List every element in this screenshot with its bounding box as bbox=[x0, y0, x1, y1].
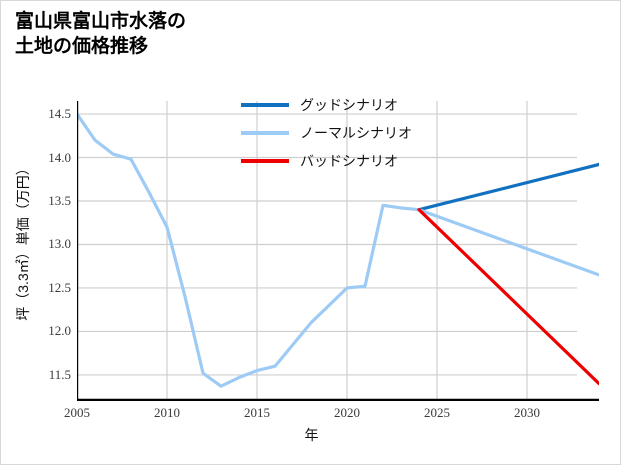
legend-color-swatch bbox=[241, 159, 289, 163]
y-axis-title: 坪（3.3㎡）単価（万円） bbox=[15, 161, 31, 321]
series-line bbox=[77, 112, 599, 388]
x-tick-label: 2025 bbox=[424, 405, 450, 420]
x-tick-label: 2030 bbox=[514, 405, 540, 420]
y-axis-tick-labels: 11.5 12.0 12.5 13.0 13.5 14.0 14.5 bbox=[31, 101, 71, 401]
legend-item-label: ノーマルシナリオ bbox=[300, 125, 412, 141]
series-line bbox=[417, 208, 599, 386]
legend-color-swatch bbox=[241, 103, 289, 107]
x-axis-tick-labels: 2005 2010 2015 2020 2025 2030 bbox=[64, 405, 599, 425]
y-tick-label: 11.5 bbox=[48, 366, 71, 382]
legend-item[interactable]: ノーマルシナリオ bbox=[241, 119, 461, 147]
y-tick-label: 14.5 bbox=[48, 106, 71, 122]
x-tick-label: 2005 bbox=[64, 405, 90, 420]
legend-item-label: グッドシナリオ bbox=[300, 97, 398, 113]
y-tick-label: 14.0 bbox=[48, 149, 71, 165]
x-tick-label: 2010 bbox=[154, 405, 180, 420]
plot-area bbox=[77, 101, 599, 401]
x-axis-title: 年 bbox=[304, 427, 319, 443]
grid-lines bbox=[77, 101, 577, 400]
series-line bbox=[417, 162, 599, 212]
x-tick-label: 2015 bbox=[244, 405, 270, 420]
legend-color-swatch bbox=[241, 131, 289, 135]
y-tick-label: 13.5 bbox=[48, 193, 71, 208]
series-lines bbox=[77, 112, 599, 388]
legend-item[interactable]: グッドシナリオ bbox=[241, 91, 461, 119]
x-tick-label: 2020 bbox=[334, 405, 360, 420]
y-tick-label: 12.5 bbox=[48, 279, 71, 295]
legend-item-label: バッドシナリオ bbox=[300, 153, 398, 169]
chart-svg bbox=[77, 101, 599, 401]
chart-title: 富山県富山市水落の 土地の価格推移 bbox=[15, 11, 187, 58]
y-tick-label: 12.0 bbox=[48, 323, 71, 339]
legend-item[interactable]: バッドシナリオ bbox=[241, 147, 461, 175]
chart-legend: グッドシナリオ ノーマルシナリオ バッドシナリオ bbox=[241, 91, 461, 175]
y-tick-label: 13.0 bbox=[48, 236, 71, 252]
